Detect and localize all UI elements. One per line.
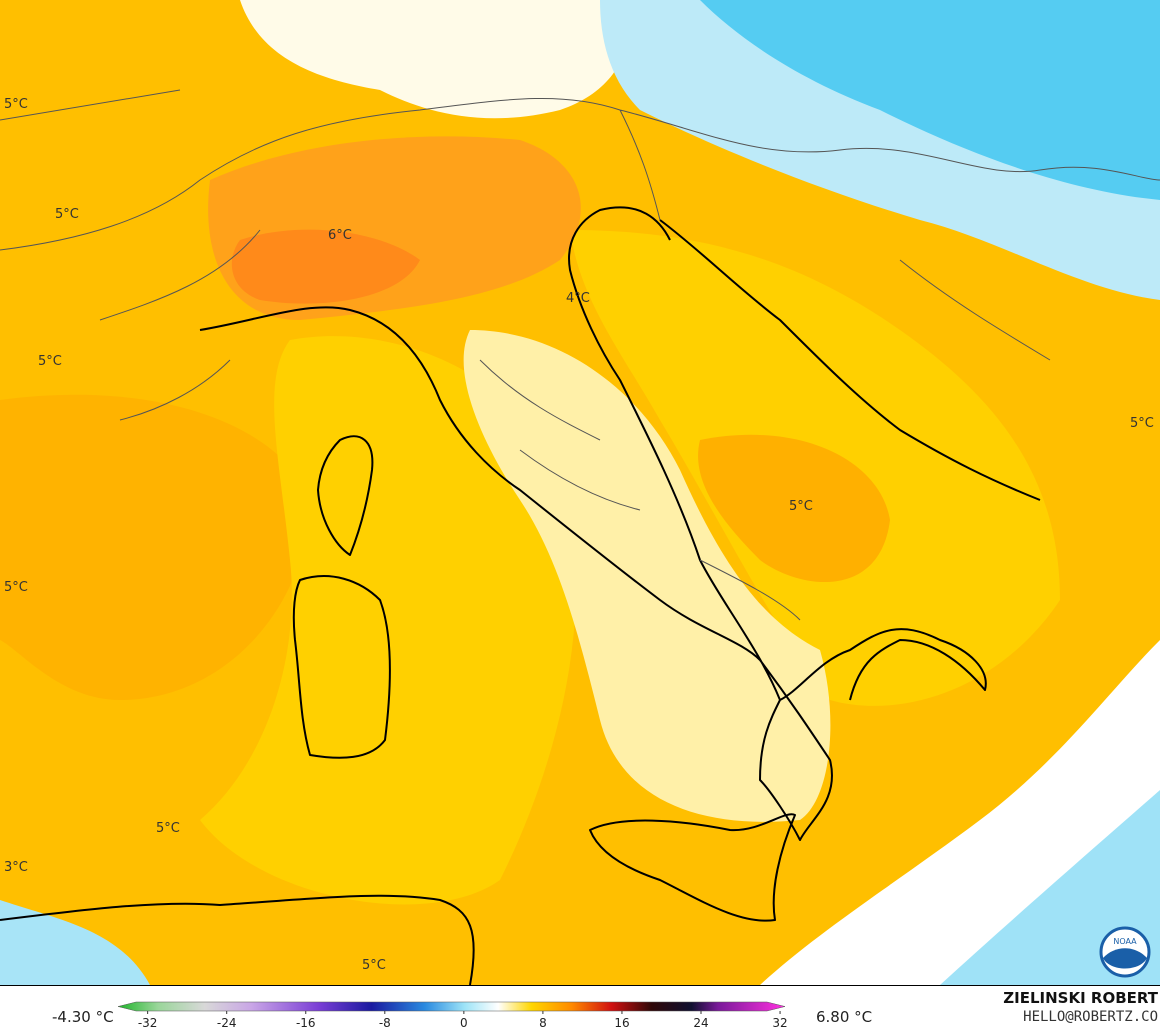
- colorbar-tick-label: -32: [138, 1016, 158, 1030]
- sardinia: [292, 575, 391, 759]
- map-label: 5°C: [4, 580, 28, 595]
- field: [0, 394, 307, 700]
- min-label: -4.30 °C: [52, 1008, 114, 1026]
- sicily: [589, 813, 796, 922]
- map: 5°C 5°C 6°C 4°C 5°C 5°C 5°C 5°C 5°C 3°C …: [0, 0, 1160, 986]
- field: [240, 0, 628, 119]
- coast: [659, 219, 1041, 501]
- field: [698, 434, 890, 583]
- map-label: 3°C: [4, 860, 28, 875]
- colorbar-bar: [117, 1001, 786, 1012]
- colorbar-tick-label: -16: [296, 1016, 316, 1030]
- colorbar-tick-label: -8: [379, 1016, 391, 1030]
- author: ZIELINSKI ROBERT: [1003, 989, 1158, 1007]
- field: [463, 330, 831, 822]
- colorbar: -4.30 °C 6.80 °C -32 -24 -16 -8 0 8 16 24 32: [52, 1001, 872, 1030]
- colorbar-tick-label: 24: [693, 1016, 708, 1030]
- map-label: 5°C: [55, 207, 79, 222]
- map-label: 5°C: [38, 354, 62, 369]
- max-label: 6.80 °C: [816, 1008, 872, 1026]
- field: [200, 336, 577, 905]
- map-label: 5°C: [789, 499, 813, 514]
- corsica: [317, 435, 374, 556]
- map-label: 5°C: [156, 821, 180, 836]
- field: [700, 0, 1160, 200]
- noaa-logo: NOAA: [1099, 926, 1151, 978]
- colorbar-tick-label: 16: [614, 1016, 629, 1030]
- logo-text: NOAA: [1113, 937, 1137, 946]
- map-label: 5°C: [4, 97, 28, 112]
- map-label: 5°C: [362, 958, 386, 973]
- map-label: 6°C: [328, 228, 352, 243]
- contact: HELLO@ROBERTZ.CO: [1023, 1009, 1158, 1025]
- colorbar-tick-label: -24: [217, 1016, 237, 1030]
- field: [231, 229, 420, 304]
- coast: [0, 894, 475, 986]
- map-label: 5°C: [1130, 416, 1154, 431]
- colorbar-tick-label: 0: [460, 1016, 468, 1030]
- colorbar-tick-label: 32: [772, 1016, 787, 1030]
- map-label: 4°C: [566, 291, 590, 306]
- field: [0, 900, 150, 985]
- colorbar-tick-label: 8: [539, 1016, 547, 1030]
